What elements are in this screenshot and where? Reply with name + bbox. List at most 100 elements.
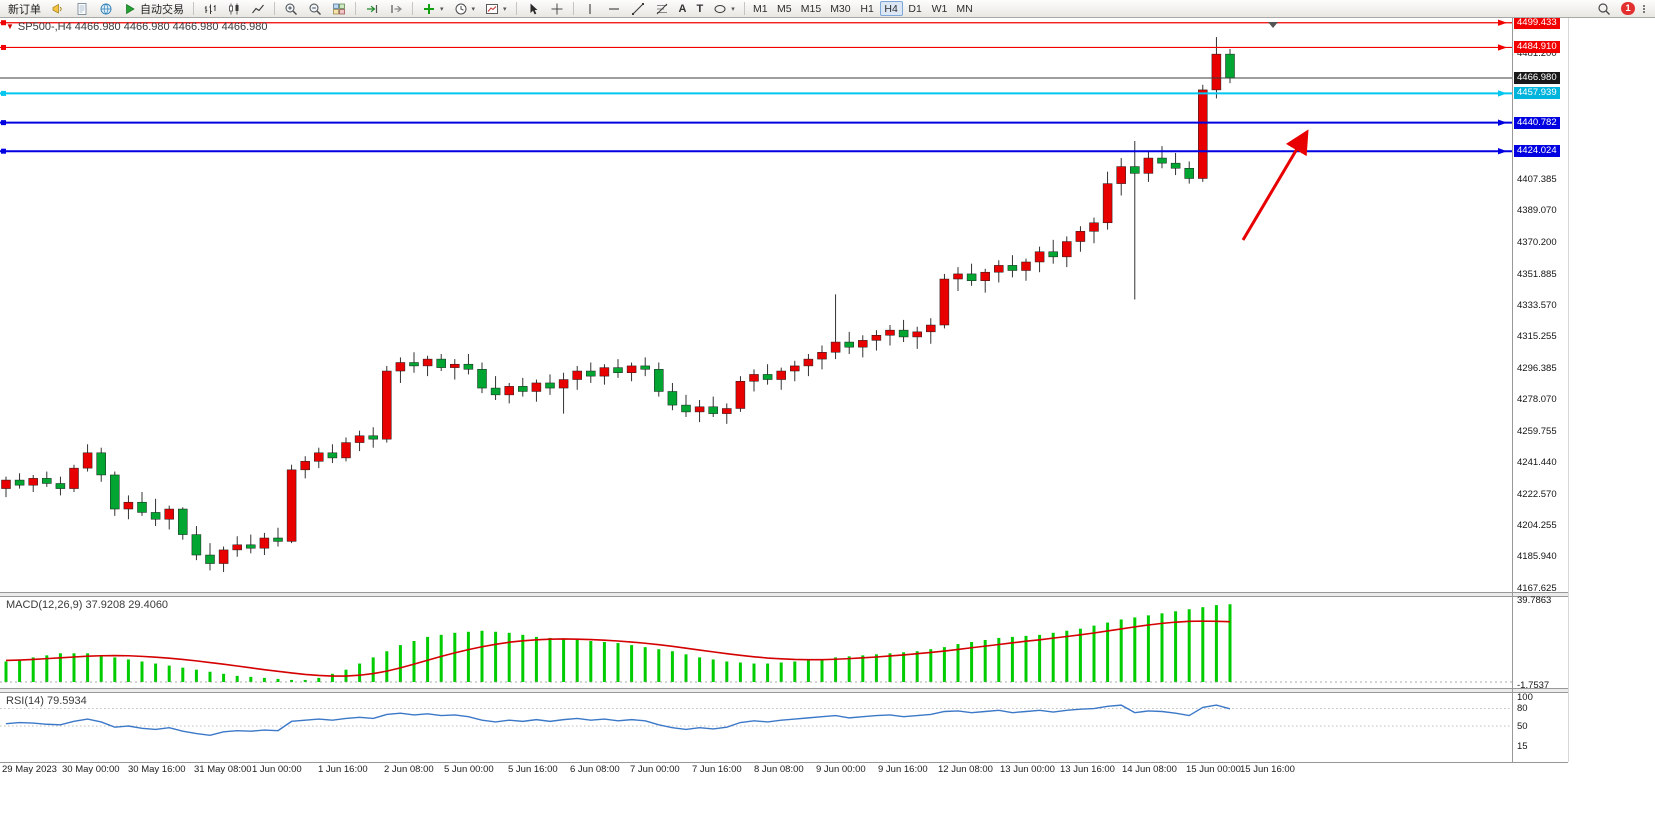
label-tool-icon: T [696,2,704,15]
rsi-line [5,704,1231,736]
chevron-down-icon: ▾ [471,5,476,13]
time-axis-label: 1 Jun 00:00 [252,764,302,775]
more-grip-icon[interactable] [1640,2,1648,16]
macd-signal-line [5,620,1231,677]
timeframe-button-h4[interactable]: H4 [879,1,903,16]
time-axis-label: 30 May 00:00 [62,764,120,775]
text-tool-icon: A [678,2,687,15]
crosshair-tool-button[interactable] [545,1,569,17]
zoom-in-icon [284,2,298,16]
crosshair-icon [550,2,564,16]
time-axis-label: 31 May 08:00 [194,764,252,775]
time-axis-label: 13 Jun 00:00 [1000,764,1055,775]
autotrading-button[interactable]: 自动交易 [118,1,189,17]
vertical-line-icon [583,2,597,16]
line-chart-mode-button[interactable] [246,1,270,17]
time-axis[interactable]: 29 May 2023 30 May 00:00 30 May 16:00 31 Ma… [0,764,1568,780]
time-axis-label: 6 Jun 08:00 [570,764,620,775]
bar-chart-mode-button[interactable] [198,1,222,17]
search-button[interactable] [1592,1,1616,17]
timeframe-button-d1[interactable]: D1 [904,1,927,16]
community-button[interactable] [94,1,118,17]
text-tool-button[interactable]: A [674,1,692,17]
fibonacci-tool-button[interactable] [650,1,674,17]
megaphone-icon [51,2,65,16]
chevron-down-icon: ▾ [503,5,507,13]
tile-windows-icon [332,2,346,16]
new-order-button[interactable]: 新订单 [3,1,46,17]
tile-windows-button[interactable] [327,1,351,17]
time-axis-label: 15 Jun 00:00 [1186,764,1241,775]
document-icon [75,2,89,16]
time-axis-label: 1 Jun 16:00 [318,764,368,775]
announcement-button[interactable] [46,1,70,17]
time-axis-label: 14 Jun 08:00 [1122,764,1177,775]
chart-window[interactable]: ▼ SP500-,H4 4466.980 4466.980 4466.980 4… [0,16,1655,826]
periods-button[interactable]: ▾ [449,1,481,17]
candlestick-mode-button[interactable] [222,1,246,17]
timeframe-button-m5[interactable]: M5 [773,1,796,16]
cursor-icon [526,2,540,16]
news-button[interactable] [70,1,94,17]
template-icon [485,2,499,16]
chart-shift-marker [1268,22,1278,28]
zoom-in-button[interactable] [279,1,303,17]
macd-histogram [4,604,1232,682]
cursor-tool-button[interactable] [521,1,545,17]
globe-icon [99,2,113,16]
time-axis-label: 9 Jun 16:00 [878,764,928,775]
trend-arrow-annotation[interactable] [1241,129,1309,241]
trendline-tool-button[interactable] [626,1,650,17]
timeframe-button-w1[interactable]: W1 [928,1,952,16]
time-axis-label: 7 Jun 00:00 [630,764,680,775]
toolbar-separator [355,2,356,15]
autotrading-play-icon [123,2,137,16]
notification-badge[interactable]: 1 [1621,2,1635,15]
rsi-header: RSI(14) 79.5934 [6,695,87,707]
search-icon [1597,2,1611,16]
time-axis-label: 13 Jun 16:00 [1060,764,1115,775]
fibonacci-icon [655,2,669,16]
shapes-icon [713,2,727,16]
time-axis-label: 30 May 16:00 [128,764,186,775]
new-order-label: 新订单 [8,3,41,16]
time-axis-label: 29 May 2023 [2,764,57,775]
candles [1,37,1235,573]
chevron-down-icon: ▾ [440,5,444,13]
templates-button[interactable]: ▾ [480,1,512,17]
timeframe-button-m1[interactable]: M1 [749,1,772,16]
clock-icon [454,2,468,16]
zoom-out-button[interactable] [303,1,327,17]
toolbar-separator [193,2,194,15]
timeframe-button-mn[interactable]: MN [952,1,976,16]
timeframe-button-m15[interactable]: M15 [797,1,825,16]
price-level-lines[interactable] [0,19,1512,155]
chart-plot-area[interactable] [0,18,1655,826]
toolbar-separator [515,2,517,15]
chart-shift-icon [389,2,403,16]
chart-shift-button[interactable] [384,1,408,17]
zoom-out-icon [308,2,322,16]
time-axis-label: 7 Jun 16:00 [692,764,742,775]
bar-chart-icon [203,2,217,16]
time-axis-label: 12 Jun 08:00 [938,764,993,775]
chevron-down-icon: ▾ [731,5,735,13]
toolbar-separator [572,2,574,15]
timeframe-button-m30[interactable]: M30 [826,1,854,16]
toolbar-separator [274,2,275,15]
chart-title: ▼ SP500-,H4 4466.980 4466.980 4466.980 4… [6,21,267,33]
main-toolbar: 新订单 自动交易 ▾ ▾ [0,0,1655,18]
add-indicator-button[interactable]: ▾ [417,1,449,17]
chart-title-marker-icon: ▼ [6,22,14,31]
auto-scroll-button[interactable] [360,1,384,17]
macd-header: MACD(12,26,9) 37.9208 29.4060 [6,599,169,611]
shapes-tool-button[interactable]: ▾ [708,1,740,17]
time-axis-label: 5 Jun 00:00 [444,764,494,775]
add-indicator-icon [422,2,436,16]
timeframe-button-h1[interactable]: H1 [856,1,879,16]
autotrading-label: 自动交易 [140,3,184,16]
vertical-line-tool-button[interactable] [578,1,602,17]
horizontal-line-tool-button[interactable] [602,1,626,17]
label-tool-button[interactable]: T [692,1,709,17]
timeframe-button-group: M1 M5 M15 M30 H1 H4 D1 W1 MN [749,1,977,16]
